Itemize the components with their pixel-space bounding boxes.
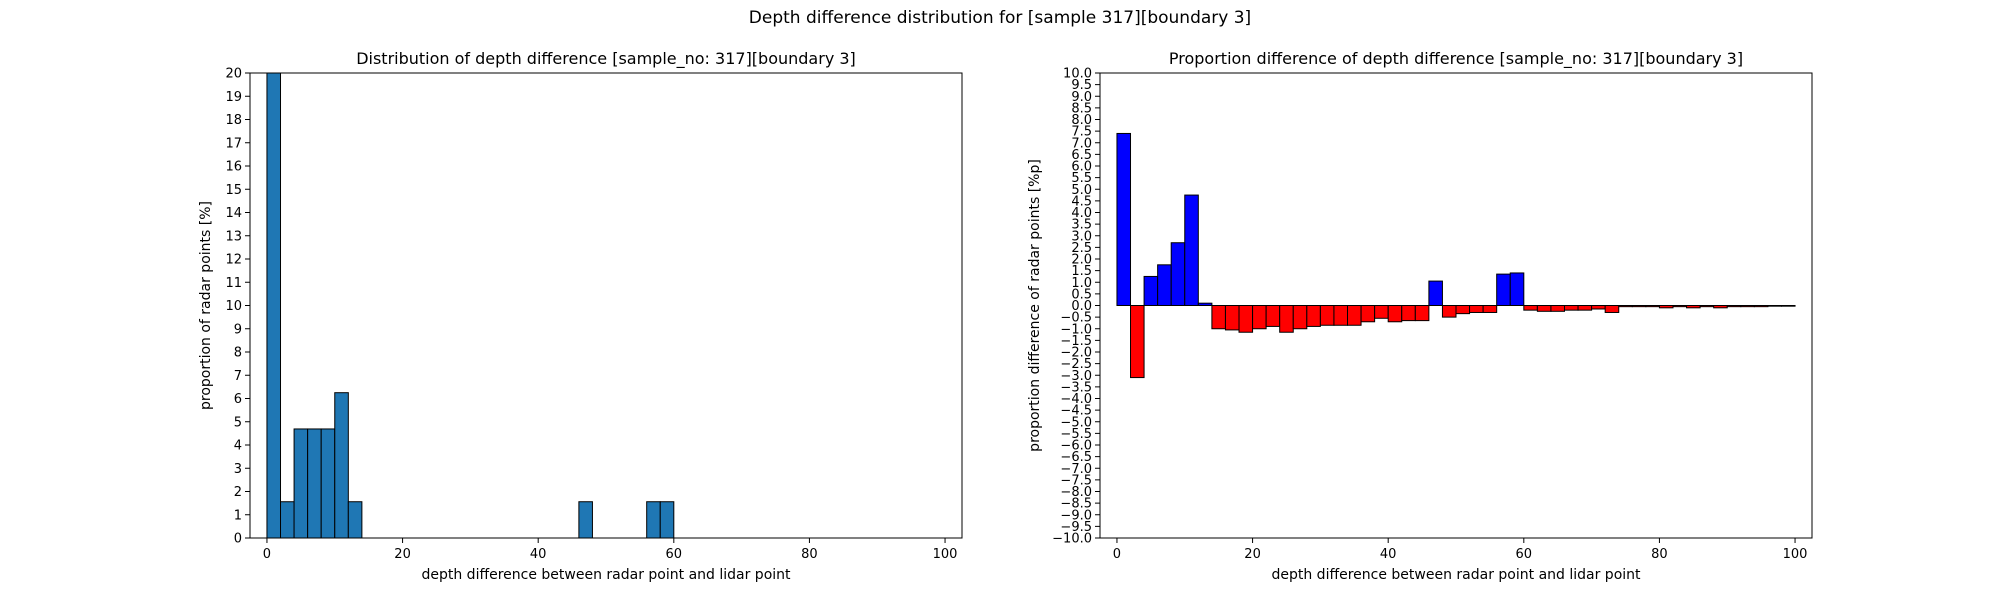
bar xyxy=(320,428,336,539)
x-tick-label: 100 xyxy=(933,547,958,562)
bar xyxy=(578,501,593,539)
y-tick-label: 14 xyxy=(225,206,242,221)
y-tick-label: 10 xyxy=(225,299,242,314)
y-tick-label: 11 xyxy=(225,276,242,291)
bar xyxy=(659,501,675,539)
y-tick-label: 17 xyxy=(225,136,242,151)
y-tick-label: 6 xyxy=(234,392,242,407)
x-tick-label: 40 xyxy=(530,547,547,562)
figure-suptitle: Depth difference distribution for [sampl… xyxy=(748,8,1252,28)
x-tick-label: 20 xyxy=(394,547,411,562)
x-axis-label: depth difference between radar point and… xyxy=(421,567,791,583)
y-tick-label: 3 xyxy=(234,462,242,477)
x-tick-label: 80 xyxy=(801,547,818,562)
x-tick-label: 0 xyxy=(263,547,271,562)
y-tick-label: 20 xyxy=(225,67,242,82)
y-tick-label: 9 xyxy=(234,322,242,337)
bar xyxy=(280,501,295,539)
bar xyxy=(307,428,322,539)
y-tick-label: 13 xyxy=(225,229,242,244)
y-tick-label: 12 xyxy=(225,253,242,268)
y-tick-label: 18 xyxy=(225,113,242,128)
y-tick-label: 16 xyxy=(225,160,242,175)
plot-frame xyxy=(249,72,963,539)
y-tick-label: 5 xyxy=(234,415,242,430)
bar xyxy=(293,428,309,539)
x-tick-label: 60 xyxy=(666,547,683,562)
y-tick-label: 0 xyxy=(234,532,242,547)
y-tick-label: 19 xyxy=(225,90,242,105)
y-tick-label: 2 xyxy=(234,485,242,500)
y-tick-label: 15 xyxy=(225,183,242,198)
bar xyxy=(266,72,282,539)
y-tick-label: 8 xyxy=(234,346,242,361)
bar xyxy=(646,501,661,539)
y-tick-label: 4 xyxy=(234,439,242,454)
bar xyxy=(334,392,349,539)
bar xyxy=(347,501,363,539)
y-axis-label: proportion of radar points [%] xyxy=(198,201,214,410)
y-tick-label: 7 xyxy=(234,369,242,384)
y-tick-label: 1 xyxy=(234,508,242,523)
chart-title: Distribution of depth difference [sample… xyxy=(356,49,856,69)
